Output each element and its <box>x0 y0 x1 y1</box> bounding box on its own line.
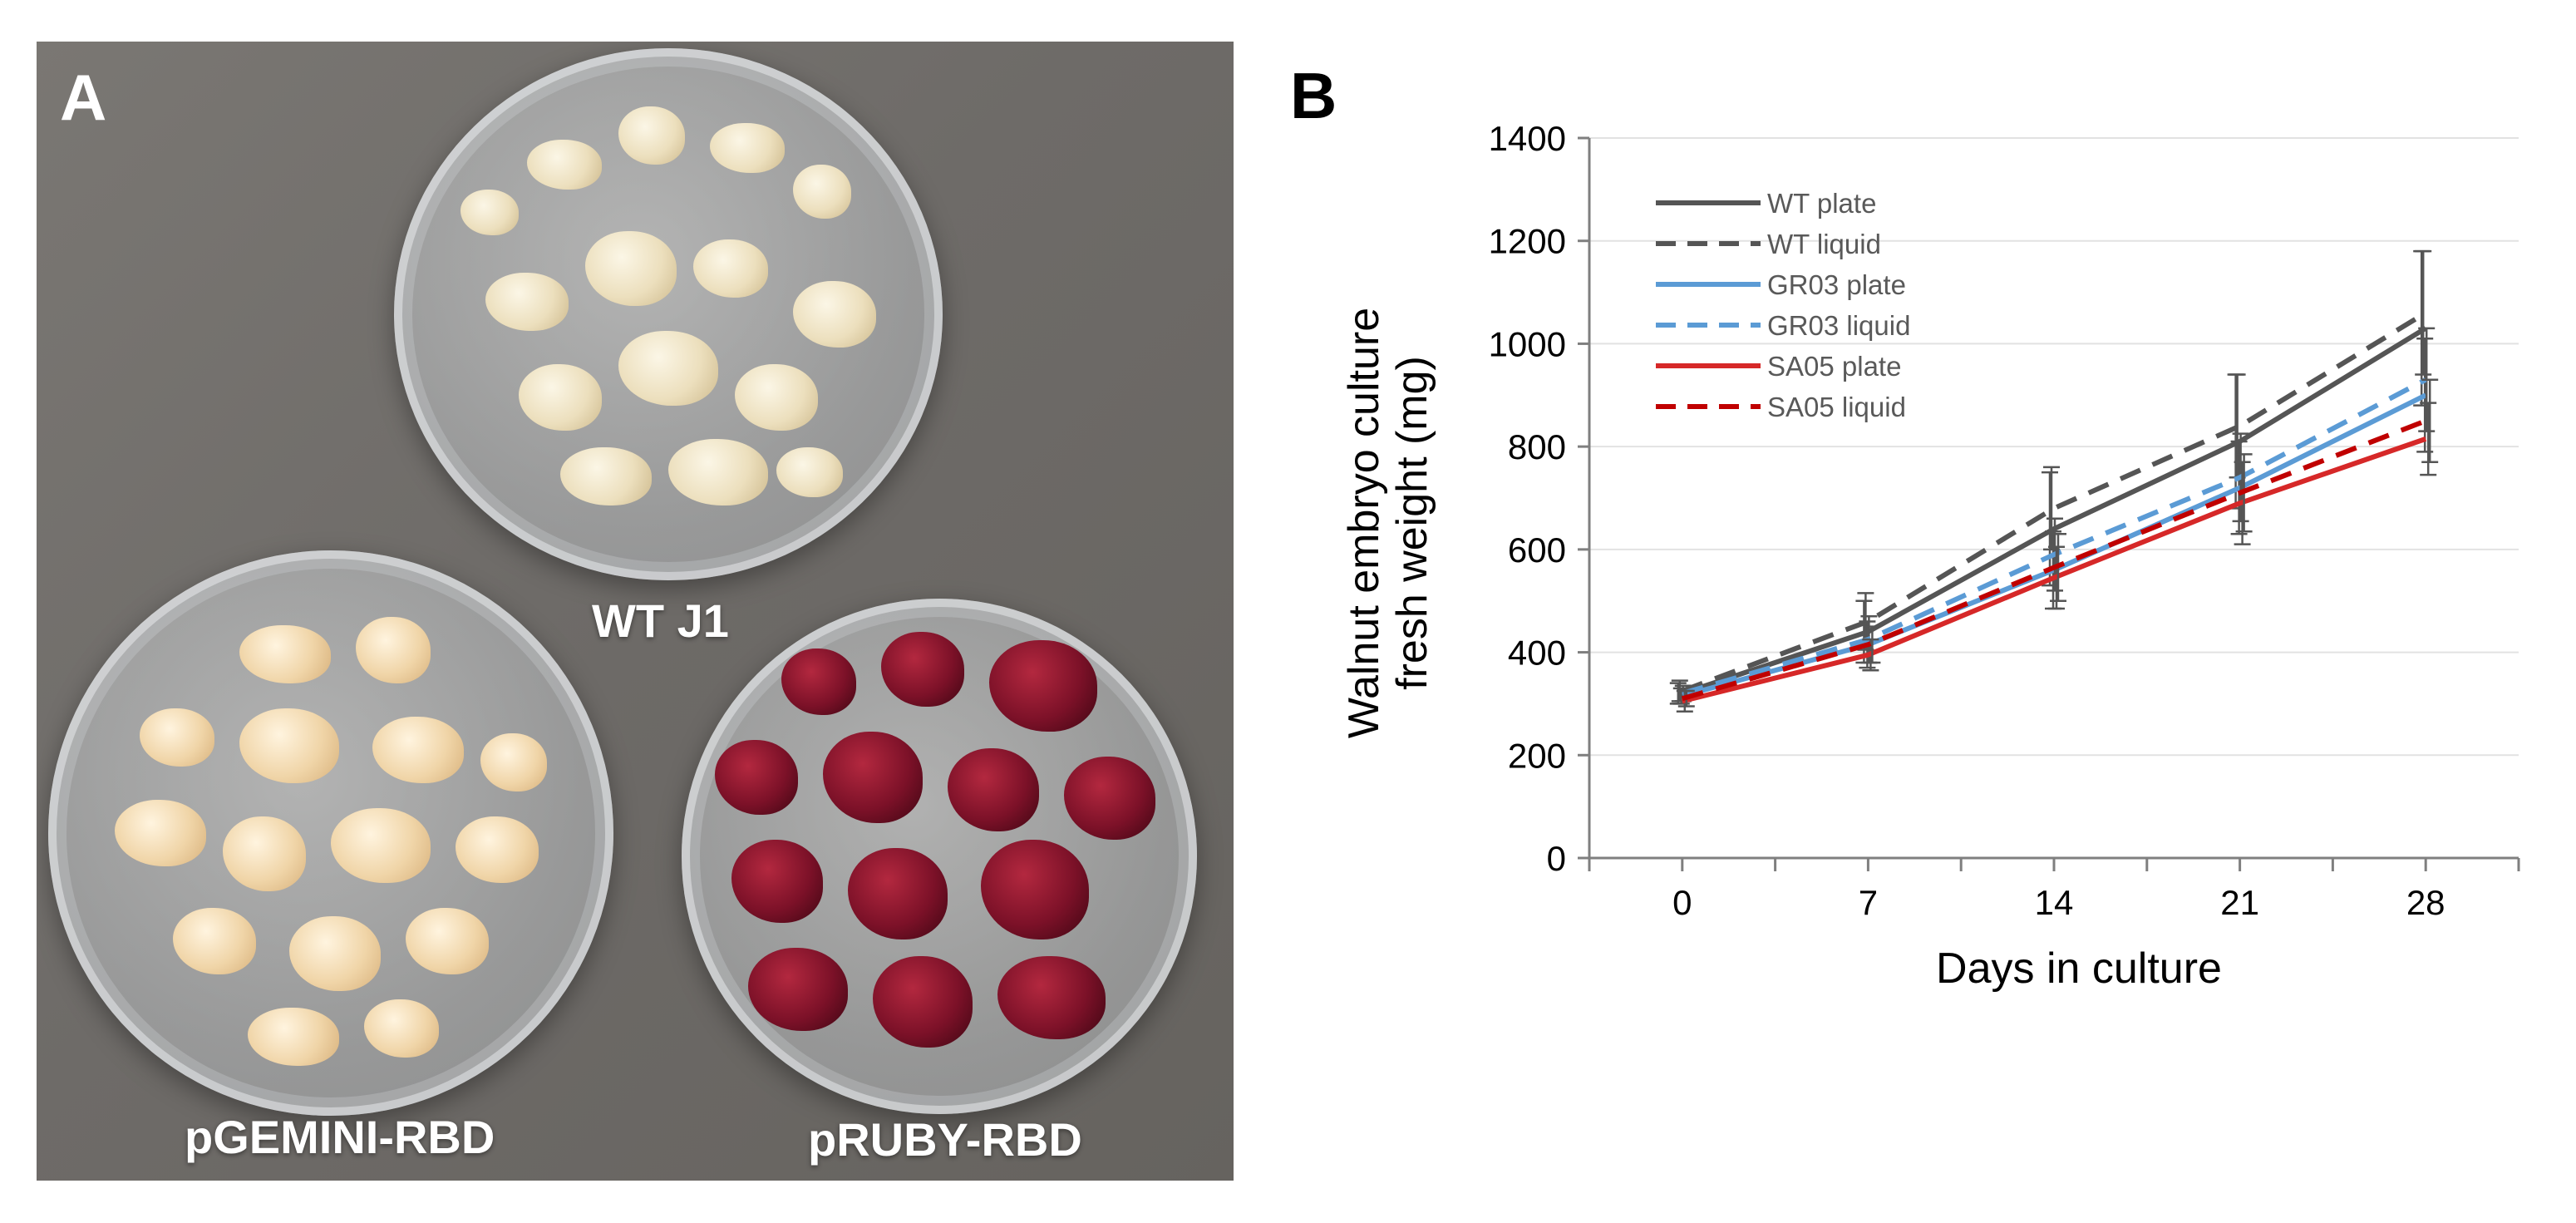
series-line <box>1682 436 2427 704</box>
embryo-clump <box>793 281 876 348</box>
embryo-clump <box>140 708 214 767</box>
embryo-clump <box>776 447 843 497</box>
embryo-clump <box>372 717 464 783</box>
y-tick-label: 400 <box>1508 634 1566 673</box>
embryo-clump <box>406 908 489 974</box>
x-tick-label: 21 <box>2220 883 2259 922</box>
embryo-clump <box>239 625 331 683</box>
panel-label-a: A <box>60 61 107 134</box>
y-tick-label: 1000 <box>1489 324 1566 363</box>
embryo-clump <box>981 840 1089 939</box>
embryo-clump <box>331 808 431 883</box>
embryo-clump <box>456 816 539 883</box>
embryo-clump <box>997 956 1106 1039</box>
embryo-clump <box>1064 757 1155 840</box>
embryo-clump <box>618 106 685 165</box>
photo-panel: A WT J1 pGEMINI-RBD pRUBY-RBD <box>37 42 1234 1181</box>
y-axis-title: Walnut embryo culturefresh weight (mg) <box>1340 308 1436 738</box>
embryo-clump <box>881 632 964 707</box>
embryo-clump <box>485 273 569 331</box>
dish-label-gemini: pGEMINI-RBD <box>185 1111 495 1163</box>
embryo-clump <box>693 239 768 298</box>
embryo-clump <box>823 732 923 823</box>
x-axis-title: Days in culture <box>1936 944 2222 993</box>
legend-label: WT plate <box>1767 188 1876 219</box>
petri-dish-wt <box>394 48 943 580</box>
y-axis-title-line: Walnut embryo culture <box>1340 308 1388 738</box>
legend-label: SA05 plate <box>1767 351 1901 382</box>
y-tick-label: 800 <box>1508 427 1566 466</box>
legend-label: GR03 liquid <box>1767 310 1910 341</box>
embryo-clump <box>527 140 602 190</box>
petri-dish-gemini <box>48 550 613 1116</box>
legend-label: GR03 plate <box>1767 269 1906 300</box>
embryo-clump <box>748 948 848 1031</box>
y-tick-label: 200 <box>1508 736 1566 775</box>
embryo-clump <box>289 916 381 991</box>
embryo-clump <box>560 447 652 505</box>
y-tick-label: 0 <box>1547 839 1566 878</box>
dish-label-wt: WT J1 <box>592 594 729 647</box>
embryo-clump <box>848 848 948 939</box>
x-tick-label: 14 <box>2035 883 2074 922</box>
embryo-clump <box>461 190 519 235</box>
legend-label: SA05 liquid <box>1767 392 1906 422</box>
y-tick-label: 1200 <box>1489 222 1566 261</box>
embryo-clump <box>248 1008 339 1066</box>
growth-line-chart: 0 200 400 600 800 1000 1200 1400 0 7 14 21 28 Days in… <box>1340 119 2520 993</box>
embryo-clump <box>715 740 798 815</box>
dish-label-ruby: pRUBY-RBD <box>808 1113 1082 1166</box>
embryo-clump <box>618 331 718 406</box>
legend-label: WT liquid <box>1767 229 1881 259</box>
embryo-clump <box>781 648 856 715</box>
x-tick-label: 28 <box>2406 883 2445 922</box>
y-tick-label: 600 <box>1508 530 1566 570</box>
embryo-clump <box>731 840 823 923</box>
embryo-clump <box>710 123 785 173</box>
embryo-clump <box>585 231 677 306</box>
embryo-clump <box>793 165 851 219</box>
embryo-clump <box>239 708 339 783</box>
embryo-clump <box>668 439 768 505</box>
embryo-clump <box>948 748 1039 831</box>
embryo-clump <box>989 640 1097 732</box>
x-tick-label: 7 <box>1859 883 1878 922</box>
embryo-clump <box>519 364 602 431</box>
embryo-clump <box>364 999 439 1058</box>
embryo-clump <box>223 816 306 891</box>
series-line <box>1681 418 2427 702</box>
petri-dish-ruby <box>682 599 1197 1114</box>
x-tick-label: 0 <box>1672 883 1692 922</box>
embryo-clump <box>173 908 256 974</box>
y-tick-label: 1400 <box>1489 119 1566 158</box>
embryo-clump <box>115 800 206 866</box>
series-line <box>1681 377 2427 696</box>
embryo-clump <box>356 617 431 683</box>
panel-label-b: B <box>1290 59 1337 132</box>
y-axis-title-line: fresh weight (mg) <box>1388 356 1436 690</box>
embryo-clump <box>873 956 973 1048</box>
embryo-clump <box>735 364 818 431</box>
embryo-clump <box>480 733 547 791</box>
